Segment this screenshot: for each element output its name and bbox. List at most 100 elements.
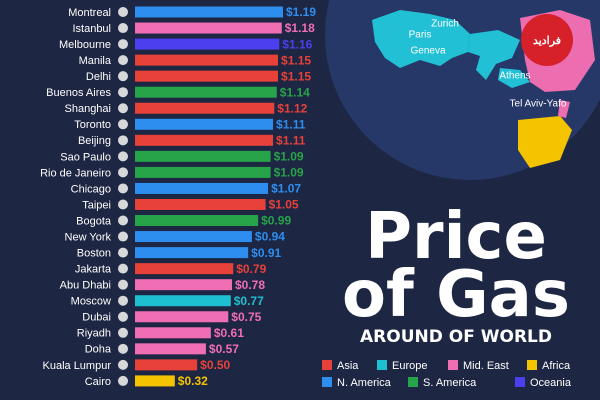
- bar: [135, 375, 175, 387]
- category-label: Delhi: [86, 71, 111, 83]
- bar: [135, 182, 269, 194]
- legend-swatch: [322, 360, 332, 370]
- chart-subtitle: AROUND OF WORLD: [360, 327, 552, 347]
- value-label: $1.07: [271, 182, 301, 196]
- category-label: Buenos Aires: [46, 87, 111, 99]
- legend-label: Africa: [542, 360, 571, 372]
- flag: [118, 71, 128, 82]
- flag: [118, 311, 128, 322]
- value-label: $1.18: [285, 21, 315, 35]
- value-label: $0.91: [251, 246, 281, 260]
- category-label: Chicago: [71, 183, 111, 195]
- value-label: $0.32: [178, 374, 208, 388]
- legend-label: Oceania: [530, 377, 572, 389]
- category-label: Kuala Lumpur: [43, 360, 112, 372]
- flag: [118, 327, 128, 338]
- legend-label: S. America: [423, 377, 477, 389]
- map-land: [468, 30, 520, 80]
- bar: [135, 343, 206, 355]
- value-label: $0.75: [231, 310, 261, 324]
- bar: [135, 247, 249, 259]
- value-label: $0.50: [200, 358, 230, 372]
- map-land: [372, 10, 470, 68]
- flag: [118, 279, 128, 290]
- flag: [118, 295, 128, 306]
- category-label: Bogota: [76, 215, 112, 227]
- bar: [135, 327, 211, 339]
- category-label: Moscow: [71, 296, 111, 308]
- bar: [135, 6, 283, 18]
- flag: [118, 183, 128, 194]
- bar: [135, 102, 275, 114]
- map-label: Paris: [409, 30, 432, 41]
- bar: [135, 86, 277, 98]
- category-label: Montreal: [68, 7, 111, 19]
- bar: [135, 279, 233, 291]
- value-label: $0.78: [235, 278, 265, 292]
- bar: [135, 231, 252, 243]
- legend-label: N. America: [337, 377, 392, 389]
- title-line: Price: [365, 200, 547, 274]
- flag: [118, 215, 128, 226]
- flag: [118, 167, 128, 178]
- map-land: [518, 116, 572, 168]
- value-label: $0.94: [255, 230, 285, 244]
- category-label: Sao Paulo: [60, 151, 111, 163]
- bar: [135, 70, 279, 82]
- bar: [135, 150, 271, 162]
- map-label: Athens: [499, 71, 530, 82]
- value-label: $0.61: [214, 326, 244, 340]
- bar: [135, 215, 259, 227]
- category-label: Dubai: [82, 312, 111, 324]
- value-label: $0.57: [209, 342, 239, 356]
- flag: [118, 135, 128, 146]
- bar: [135, 38, 280, 50]
- map-label: Geneva: [410, 46, 445, 57]
- legend-swatch: [515, 377, 525, 387]
- value-label: $0.99: [261, 214, 291, 228]
- value-label: $1.16: [282, 37, 312, 51]
- flag: [118, 199, 128, 210]
- title-line: of Gas: [342, 258, 570, 332]
- flag: [118, 7, 128, 17]
- map-land: [498, 68, 530, 88]
- watermark-logo: [521, 14, 573, 66]
- bar: [135, 166, 271, 178]
- flag: [118, 247, 128, 258]
- value-label: $1.12: [277, 101, 307, 115]
- bar: [135, 22, 282, 34]
- value-label: $1.15: [281, 53, 311, 67]
- bar: [135, 118, 274, 130]
- watermark: فرادید: [533, 35, 561, 47]
- value-label: $1.11: [276, 117, 306, 131]
- bar: [135, 263, 234, 275]
- map-label: Tel Aviv-Yafo: [510, 99, 567, 110]
- map-land: [558, 100, 570, 118]
- value-label: $1.19: [286, 5, 316, 19]
- category-label: Rio de Janeiro: [40, 167, 111, 179]
- value-label: $1.11: [276, 133, 306, 147]
- bar: [135, 295, 231, 307]
- category-label: Taipei: [82, 199, 111, 211]
- legend-swatch: [322, 377, 332, 387]
- bar: [135, 54, 279, 66]
- bar: [135, 134, 274, 146]
- value-label: $1.15: [281, 69, 311, 83]
- flag: [118, 23, 128, 34]
- chart-title: Price of Gas: [342, 200, 570, 332]
- value-label: $1.05: [269, 198, 299, 212]
- category-label: Jakarta: [75, 264, 112, 276]
- flag: [118, 263, 128, 274]
- category-label: New York: [65, 231, 112, 243]
- value-label: $1.09: [274, 166, 304, 180]
- flag: [118, 55, 128, 66]
- legend-label: Mid. East: [463, 360, 509, 372]
- legend-swatch: [408, 377, 418, 387]
- bar: [135, 311, 229, 323]
- legend-label: Europe: [392, 360, 427, 372]
- legend-swatch: [448, 360, 458, 370]
- flag: [118, 375, 128, 386]
- flag: [118, 119, 128, 130]
- map: Zurich Paris Geneva Athens Tel Aviv-Yafo…: [325, 0, 600, 180]
